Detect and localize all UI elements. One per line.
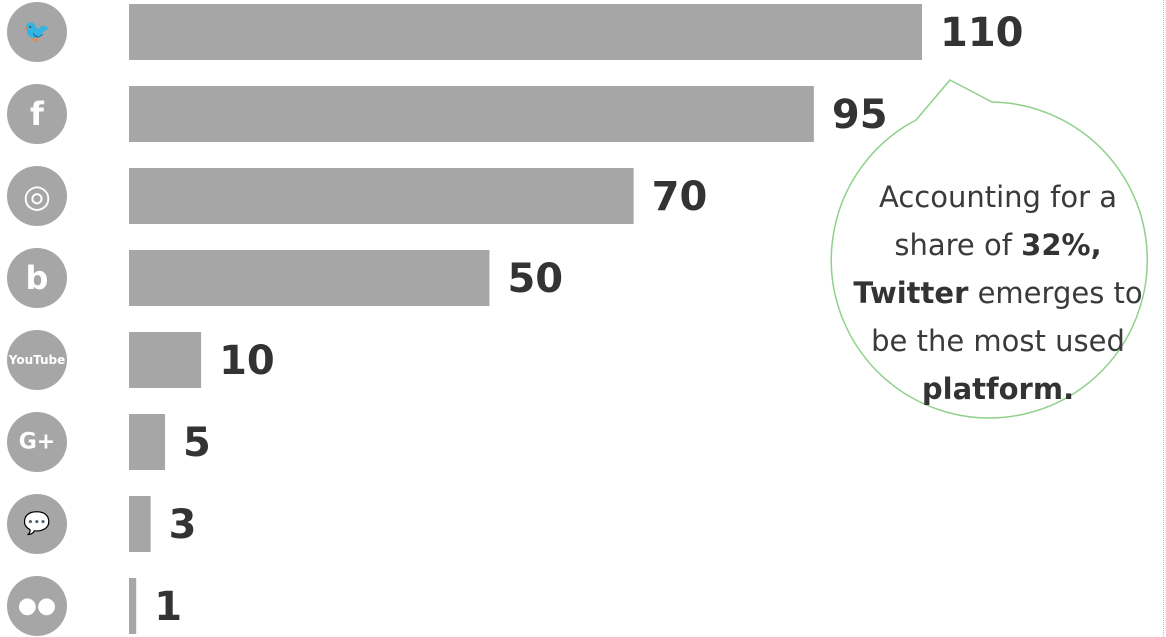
blogger-icon: b bbox=[7, 248, 67, 308]
bar-google- bbox=[129, 414, 166, 470]
icon-circle bbox=[7, 248, 67, 308]
bars bbox=[129, 4, 922, 634]
icon-circle bbox=[7, 166, 67, 226]
value-label: 70 bbox=[652, 174, 708, 220]
icon-circle bbox=[7, 412, 67, 472]
twitter-icon: 🐦 bbox=[7, 2, 67, 62]
platform-icons: 🐦 f ◎ b YouTube G+ 💬 ●● bbox=[7, 2, 67, 636]
icon-circle bbox=[7, 576, 67, 636]
icon-glyph: YouTube bbox=[8, 353, 66, 367]
icon-glyph: b bbox=[26, 259, 49, 297]
bar-instagram bbox=[129, 168, 634, 224]
icon-circle bbox=[7, 494, 67, 554]
icon-glyph: ◎ bbox=[23, 177, 51, 215]
youtube-icon: YouTube bbox=[7, 330, 67, 390]
bar-forums bbox=[129, 496, 151, 552]
facebook-icon: f bbox=[7, 84, 67, 144]
value-labels: 110 95 70 50 105 3 1 bbox=[154, 10, 1023, 630]
value-label: 10 bbox=[219, 338, 275, 384]
value-label: 1 bbox=[154, 584, 182, 630]
value-label: 5 bbox=[183, 420, 211, 466]
instagram-icon: ◎ bbox=[7, 166, 67, 226]
bar-flickr bbox=[129, 578, 137, 634]
forums-icon: 💬 bbox=[7, 494, 67, 554]
bar-twitter bbox=[129, 4, 922, 60]
callout-bubble bbox=[830, 79, 1148, 419]
callout-text: Accounting for a share of 32%, Twitter eme… bbox=[853, 180, 1142, 406]
icon-circle bbox=[7, 84, 67, 144]
icon-glyph: 💬 bbox=[23, 511, 50, 537]
flickr-icon: ●● bbox=[7, 576, 67, 636]
icon-circle bbox=[7, 330, 67, 390]
google-plus-icon: G+ bbox=[7, 412, 67, 472]
value-label: 95 bbox=[832, 92, 888, 138]
value-label: 110 bbox=[940, 10, 1024, 56]
page-edge-divider bbox=[1163, 0, 1164, 637]
value-label: 3 bbox=[169, 502, 197, 548]
icon-glyph: 🐦 bbox=[23, 20, 50, 45]
icon-glyph: f bbox=[30, 95, 45, 133]
icon-glyph: ●● bbox=[18, 594, 56, 619]
icon-glyph: G+ bbox=[19, 430, 56, 455]
value-label: 50 bbox=[507, 256, 563, 302]
callout: Accounting for a share of 32%, Twitter eme… bbox=[830, 79, 1148, 419]
bar-facebook bbox=[129, 86, 814, 142]
bar-blogger bbox=[129, 250, 490, 306]
bar-youtube bbox=[129, 332, 202, 388]
icon-circle bbox=[7, 2, 67, 62]
